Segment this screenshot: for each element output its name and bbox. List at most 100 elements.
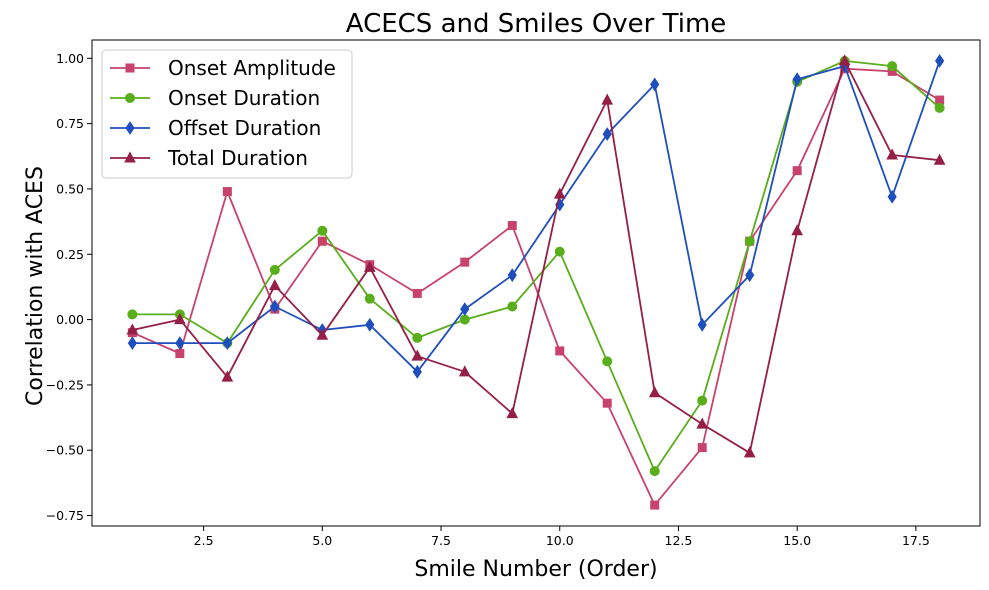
plot-frame	[91, 39, 981, 527]
data-point-onset-duration	[269, 264, 280, 275]
legend-label: Offset Duration	[168, 116, 321, 140]
data-point-total-duration	[458, 365, 471, 377]
data-point-onset-amplitude	[507, 221, 517, 231]
data-point-onset-amplitude	[697, 443, 707, 453]
data-point-total-duration	[648, 386, 661, 398]
series-offset-duration	[127, 54, 945, 379]
data-point-onset-duration	[744, 236, 755, 247]
data-point-total-duration	[221, 370, 234, 382]
x-tick-label: 10.0	[546, 533, 574, 548]
data-point-offset-duration	[175, 336, 185, 350]
legend-marker-onset-duration	[125, 93, 135, 103]
y-axis: −0.75 −0.50 −0.25 0.00 0.25 0.50 0.75 1.00	[46, 51, 92, 523]
x-tick-label: 7.5	[431, 533, 451, 548]
y-tick-label: 0.25	[56, 247, 84, 262]
data-point-offset-duration	[792, 72, 802, 87]
data-point-onset-duration	[507, 301, 518, 312]
chart-title: ACECS and Smiles Over Time	[346, 9, 727, 39]
data-point-onset-amplitude	[412, 288, 422, 298]
data-point-offset-duration	[697, 317, 707, 332]
data-point-onset-amplitude	[175, 349, 185, 359]
data-point-offset-duration	[507, 268, 517, 283]
data-point-onset-duration	[887, 61, 898, 72]
data-point-total-duration	[743, 446, 756, 458]
data-point-total-duration	[553, 187, 566, 199]
y-tick-label: −0.50	[46, 443, 84, 458]
data-point-total-duration	[363, 260, 376, 272]
x-axis: 2.5 5.0 7.5 10.0 12.5 15.0 17.5	[194, 526, 930, 548]
data-point-onset-duration	[317, 225, 328, 236]
data-point-total-duration	[268, 279, 281, 291]
data-point-onset-amplitude	[555, 346, 565, 356]
x-tick-label: 5.0	[312, 533, 332, 548]
legend: Onset Amplitude Onset Duration Offset Dura…	[101, 49, 353, 179]
legend-entry-offset-duration: Offset Duration	[110, 116, 321, 140]
data-point-offset-duration	[222, 336, 232, 350]
y-tick-label: 0.50	[56, 181, 84, 196]
data-point-offset-duration	[365, 317, 375, 332]
data-point-total-duration	[174, 313, 186, 325]
data-point-offset-duration	[270, 299, 280, 314]
data-point-onset-duration	[459, 314, 470, 325]
series-line-onset-duration	[132, 60, 941, 473]
data-point-offset-duration	[127, 336, 137, 350]
series-total-duration	[126, 54, 946, 458]
data-point-onset-duration	[649, 466, 660, 477]
data-point-offset-duration	[935, 54, 945, 68]
x-axis-label: Smile Number (Order)	[414, 557, 657, 582]
y-tick-label: −0.25	[46, 377, 84, 392]
data-point-onset-amplitude	[317, 236, 327, 246]
x-tick-label: 17.5	[902, 533, 930, 548]
data-point-onset-duration	[412, 332, 423, 343]
x-tick-label: 2.5	[194, 533, 214, 548]
data-point-total-duration	[601, 93, 614, 105]
plot-area	[91, 39, 981, 527]
data-point-offset-duration	[460, 302, 470, 317]
data-point-onset-duration	[554, 246, 565, 257]
data-point-onset-duration	[127, 309, 138, 320]
data-point-onset-duration	[364, 293, 375, 304]
data-point-offset-duration	[745, 268, 755, 283]
legend-marker-onset-amplitude	[125, 63, 135, 73]
y-axis-label: Correlation with ACES	[23, 166, 48, 406]
data-point-total-duration	[933, 153, 946, 165]
data-point-onset-amplitude	[792, 166, 802, 176]
data-point-total-duration	[126, 323, 139, 335]
data-point-total-duration	[696, 417, 709, 429]
data-point-onset-duration	[602, 356, 613, 367]
legend-marker-offset-duration	[125, 121, 135, 135]
data-point-onset-duration	[934, 102, 945, 113]
legend-marker-total-duration	[124, 151, 136, 163]
legend-entry-onset-amplitude: Onset Amplitude	[110, 56, 336, 80]
data-point-total-duration	[506, 407, 519, 419]
y-tick-label: −0.75	[46, 508, 84, 523]
legend-label: Total Duration	[167, 146, 308, 170]
data-point-onset-amplitude	[460, 257, 470, 267]
data-point-total-duration	[791, 224, 804, 236]
series-line-offset-duration	[132, 60, 941, 373]
y-tick-label: 0.00	[56, 312, 84, 327]
data-point-total-duration	[886, 148, 898, 160]
data-point-total-duration	[316, 328, 329, 340]
data-point-total-duration	[411, 349, 424, 361]
data-point-onset-amplitude	[222, 187, 232, 197]
legend-entry-total-duration: Total Duration	[110, 146, 308, 170]
data-point-onset-amplitude	[935, 95, 945, 105]
series-layer	[126, 54, 946, 510]
legend-entry-onset-duration: Onset Duration	[110, 86, 320, 110]
y-tick-label: 0.75	[56, 116, 84, 131]
data-point-onset-duration	[697, 395, 708, 406]
x-tick-label: 15.0	[783, 533, 811, 548]
data-point-onset-amplitude	[650, 500, 660, 510]
series-line-onset-amplitude	[132, 67, 941, 507]
legend-label: Onset Amplitude	[168, 56, 336, 80]
legend-box	[101, 49, 353, 179]
data-point-offset-duration	[602, 127, 612, 141]
data-point-onset-amplitude	[602, 398, 612, 408]
data-point-offset-duration	[650, 77, 660, 92]
series-line-total-duration	[132, 60, 940, 454]
data-point-total-duration	[838, 54, 851, 66]
y-tick-label: 1.00	[56, 51, 84, 66]
legend-label: Onset Duration	[168, 86, 320, 110]
